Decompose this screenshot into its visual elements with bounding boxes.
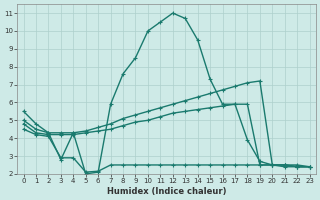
- X-axis label: Humidex (Indice chaleur): Humidex (Indice chaleur): [107, 187, 226, 196]
